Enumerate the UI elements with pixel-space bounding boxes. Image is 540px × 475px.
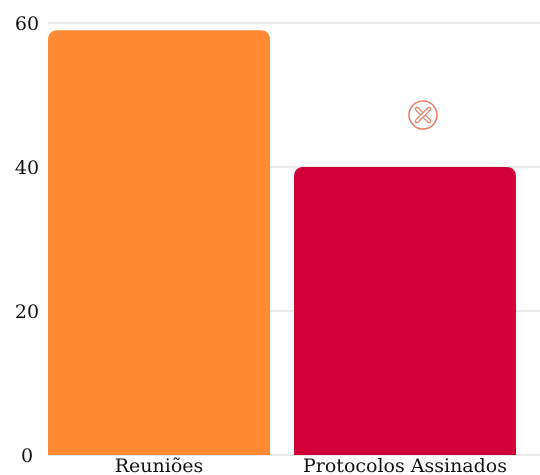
y-tick-label: 20: [15, 301, 39, 323]
x-category-label: Reuniões: [115, 455, 204, 475]
remove-icon[interactable]: [408, 100, 438, 130]
close-icon-stroke-inner: [416, 108, 430, 122]
y-tick-label: 60: [15, 13, 39, 35]
close-circle-icon[interactable]: [408, 100, 438, 130]
y-axis-ticks: 0 20 40 60: [15, 13, 39, 467]
x-axis-labels: Reuniões Protocolos Assinados: [115, 455, 507, 475]
y-tick-label: 0: [21, 445, 33, 467]
x-category-label: Protocolos Assinados: [303, 455, 507, 475]
bar-reunioes: [48, 30, 270, 455]
bars: [48, 30, 516, 455]
bar-protocolos-assinados: [294, 167, 516, 455]
y-tick-label: 40: [15, 157, 39, 179]
